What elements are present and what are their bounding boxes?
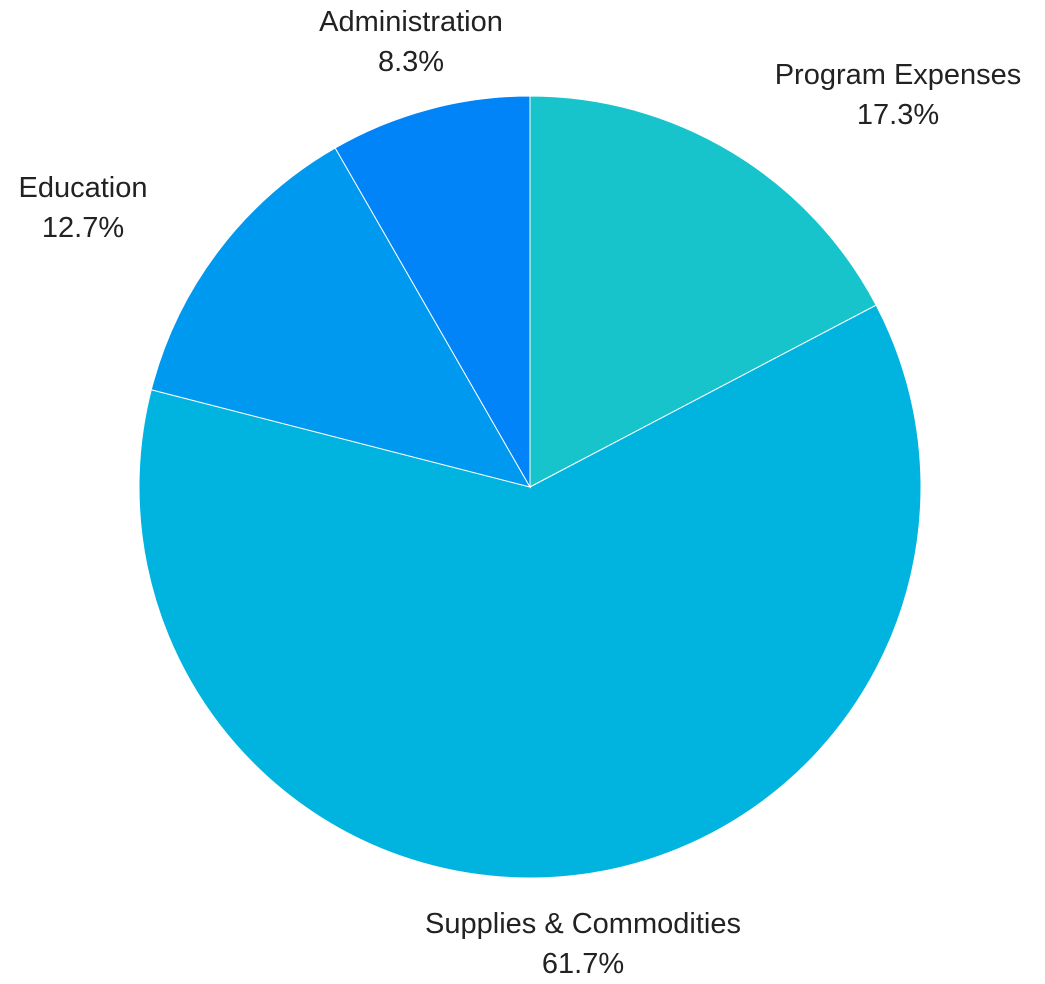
slice-label-name: Education [19,172,148,204]
slice-label-value: 17.3% [857,99,939,131]
slice-label-name: Administration [319,6,503,38]
pie-slices [139,96,921,878]
slice-label-name: Program Expenses [775,59,1022,91]
slice-label-value: 61.7% [542,948,624,980]
slice-label-value: 12.7% [42,212,124,244]
slice-label-value: 8.3% [378,46,444,78]
slice-label-name: Supplies & Commodities [425,908,741,940]
